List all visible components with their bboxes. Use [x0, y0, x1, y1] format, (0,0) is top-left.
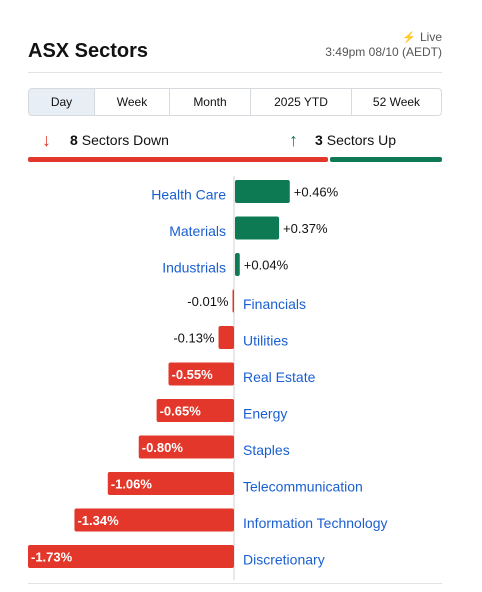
value-label: +0.37%	[283, 221, 328, 236]
footer-divider	[28, 583, 442, 584]
arrow-down-icon: ↓	[42, 130, 51, 150]
bar-real-estate	[168, 362, 234, 386]
category-label[interactable]: Utilities	[243, 333, 288, 349]
sectors-up-count: 3	[314, 132, 323, 148]
value-label: -0.80%	[142, 440, 184, 455]
value-label: -1.06%	[111, 477, 153, 492]
category-label[interactable]: Health Care	[151, 187, 226, 203]
tab-day[interactable]: Day	[29, 89, 95, 115]
sector-bar-chart: Health Care +0.46% Materials +0.37% Industri…	[28, 176, 388, 580]
tab-month[interactable]: Month	[170, 89, 251, 115]
tab-52-week[interactable]: 52 Week	[372, 95, 421, 109]
timestamp: 3:49pm 08/10 (AEDT)	[325, 45, 442, 59]
widget-header: ASX Sectors ⚡ Live 3:49pm 08/10 (AEDT)	[28, 28, 442, 73]
bar-health-care	[235, 180, 290, 203]
bar-telecommunication	[107, 472, 234, 495]
category-label[interactable]: Discretionary	[243, 552, 325, 568]
widget-title: ASX Sectors	[28, 40, 149, 62]
value-label: -0.55%	[172, 367, 214, 382]
category-label[interactable]: Materials	[169, 223, 226, 239]
bar-energy	[156, 399, 234, 422]
tab-week[interactable]: Week	[95, 89, 170, 115]
sectors-down-text: Sectors Down	[81, 132, 169, 148]
value-label: +0.46%	[294, 185, 339, 200]
category-label[interactable]: Telecommunication	[243, 479, 363, 495]
bar-discretionary	[28, 545, 234, 568]
live-label: Live	[419, 30, 442, 44]
bar-materials	[235, 216, 280, 240]
value-label: -0.65%	[160, 404, 202, 419]
sectors-down-count: 8	[70, 132, 78, 148]
sectors-up-summary: ↑ 3 Sectors Up	[289, 130, 396, 150]
bar-staples	[138, 435, 234, 459]
bar-information-technology	[74, 508, 235, 532]
category-label[interactable]: Energy	[243, 406, 287, 422]
category-label[interactable]: Staples	[243, 442, 290, 458]
sector-summary: ↓ 8 Sectors Down ↑ 3 Sectors Up	[28, 130, 442, 152]
category-label[interactable]: Industrials	[162, 260, 226, 276]
bar-utilities	[218, 326, 234, 349]
bar-financials	[232, 289, 234, 313]
value-label: -1.73%	[31, 550, 73, 565]
value-label: -0.01%	[187, 294, 229, 309]
sectors-up-text: Sectors Up	[326, 132, 396, 148]
value-label: -1.34%	[77, 513, 119, 528]
sectors-down-ratio-bar	[28, 157, 328, 162]
category-label[interactable]: Information Technology	[243, 515, 388, 531]
value-label: +0.04%	[244, 258, 289, 273]
tab-2025-ytd[interactable]: 2025 YTD	[251, 89, 352, 115]
sectors-up-ratio-bar	[330, 157, 442, 162]
arrow-up-icon: ↑	[288, 130, 298, 150]
category-label[interactable]: Financials	[243, 296, 306, 312]
category-label[interactable]: Real Estate	[243, 369, 316, 385]
sectors-down-summary: ↓ 8 Sectors Down	[42, 130, 169, 150]
asx-sectors-widget: ASX Sectors ⚡ Live 3:49pm 08/10 (AEDT) D…	[28, 0, 442, 592]
live-indicator: ⚡ Live	[402, 30, 442, 44]
bar-industrials	[235, 253, 240, 276]
lightning-icon: ⚡	[402, 31, 416, 44]
period-tabs: Day Week Month 2025 YTD 52 Week	[28, 88, 442, 116]
value-label: -0.13%	[173, 331, 215, 346]
